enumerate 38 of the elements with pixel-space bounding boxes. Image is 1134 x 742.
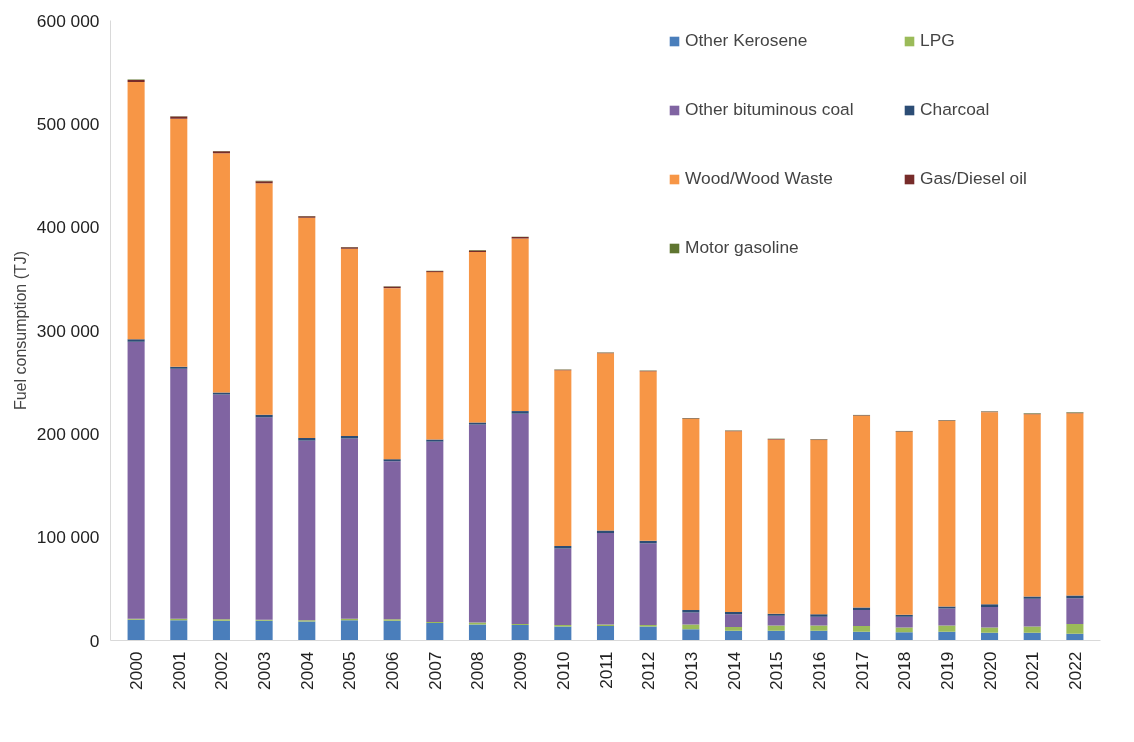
x-tick-label: 2012 [638, 651, 659, 691]
x-tick-label: 2014 [723, 651, 744, 691]
legend-label: LPG [920, 30, 956, 51]
x-tick-label: 2013 [680, 651, 701, 691]
y-tick-label: 400 000 [36, 217, 100, 238]
x-tick-label: 2019 [936, 651, 957, 691]
y-axis-title: Fuel consumption (TJ) [11, 250, 29, 411]
legend-label: Other Kerosene [685, 30, 809, 51]
x-tick-label: 2017 [851, 651, 872, 691]
x-tick-label: 2021 [1022, 651, 1043, 691]
x-tick-label: 2018 [894, 651, 915, 691]
x-tick-label: 2000 [126, 651, 147, 691]
y-tick-label: 200 000 [36, 423, 100, 444]
x-tick-label: 2006 [382, 651, 403, 691]
y-tick-label: 600 000 [36, 10, 100, 31]
y-tick-label: 300 000 [36, 320, 100, 341]
y-tick-label: 0 [89, 630, 100, 651]
legend-label: Gas/Diesel oil [920, 168, 1028, 189]
x-tick-label: 2003 [254, 651, 275, 691]
x-tick-label: 2022 [1064, 651, 1085, 691]
legend-label: Wood/Wood Waste [685, 168, 834, 189]
x-tick-label: 2020 [979, 651, 1000, 691]
legend-label: Other bituminous coal [685, 99, 855, 120]
x-tick-label: 2002 [211, 651, 232, 691]
x-tick-label: 2009 [510, 651, 531, 691]
x-tick-label: 2004 [296, 651, 317, 691]
x-tick-label: 2016 [808, 651, 829, 691]
x-tick-label: 2015 [766, 651, 787, 691]
x-tick-label: 2007 [424, 651, 445, 691]
x-tick-label: 2011 [595, 651, 616, 689]
x-tick-label: 2008 [467, 651, 488, 691]
legend-label: Charcoal [920, 99, 991, 120]
x-tick-label: 2010 [552, 651, 573, 691]
y-tick-label: 100 000 [36, 527, 100, 548]
x-tick-label: 2005 [339, 651, 360, 691]
y-tick-label: 500 000 [36, 113, 100, 134]
x-tick-label: 2001 [168, 651, 189, 691]
legend-label: Motor gasoline [685, 237, 800, 258]
